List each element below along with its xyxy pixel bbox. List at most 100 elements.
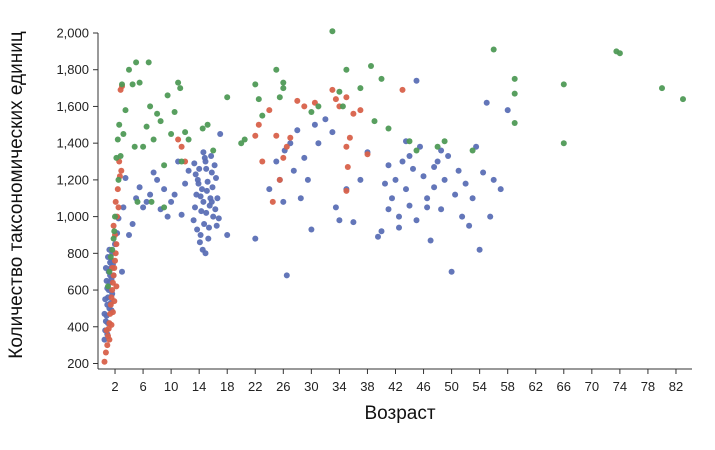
data-point bbox=[114, 136, 121, 143]
x-tick-label: 82 bbox=[669, 379, 683, 394]
points-layer bbox=[101, 28, 686, 365]
data-point bbox=[344, 164, 351, 170]
data-point bbox=[287, 134, 294, 141]
data-point bbox=[203, 187, 210, 194]
x-tick-label: 30 bbox=[304, 379, 318, 394]
data-point bbox=[212, 206, 219, 213]
data-point bbox=[469, 147, 476, 154]
data-point bbox=[119, 268, 125, 275]
data-point bbox=[255, 121, 262, 128]
data-point bbox=[315, 140, 322, 147]
data-point bbox=[198, 208, 205, 215]
data-point bbox=[336, 217, 343, 224]
data-point bbox=[136, 79, 143, 86]
data-point bbox=[273, 158, 280, 165]
data-point bbox=[178, 143, 185, 150]
data-point bbox=[469, 195, 476, 202]
data-point bbox=[276, 94, 283, 101]
x-axis-title: Возраст bbox=[364, 403, 435, 424]
data-point bbox=[168, 198, 175, 205]
data-point bbox=[445, 153, 452, 159]
data-point bbox=[102, 296, 109, 303]
data-point bbox=[311, 121, 318, 128]
data-point bbox=[106, 268, 113, 275]
data-point bbox=[452, 191, 459, 198]
data-point bbox=[252, 81, 259, 88]
data-point bbox=[406, 138, 413, 145]
data-point bbox=[202, 158, 209, 165]
data-point bbox=[129, 221, 136, 227]
data-point bbox=[396, 213, 402, 220]
data-point bbox=[406, 202, 413, 209]
data-point bbox=[343, 187, 350, 194]
data-point bbox=[213, 222, 220, 229]
data-point bbox=[378, 228, 385, 235]
data-point bbox=[101, 310, 108, 317]
data-point bbox=[315, 103, 322, 110]
data-point bbox=[196, 165, 203, 172]
data-point bbox=[197, 193, 204, 200]
data-point bbox=[434, 158, 441, 165]
data-point bbox=[329, 28, 336, 35]
data-point bbox=[178, 158, 185, 165]
data-point bbox=[191, 160, 198, 167]
data-point bbox=[208, 198, 215, 205]
data-point bbox=[343, 94, 350, 101]
data-point bbox=[182, 180, 189, 187]
data-point bbox=[252, 132, 259, 139]
data-point bbox=[375, 233, 381, 240]
data-point bbox=[283, 272, 290, 279]
data-point bbox=[224, 94, 231, 101]
data-point bbox=[195, 180, 202, 187]
data-point bbox=[119, 81, 125, 88]
data-point bbox=[266, 186, 273, 193]
data-point bbox=[511, 75, 518, 82]
x-tick-label: 58 bbox=[500, 379, 514, 394]
data-point bbox=[339, 103, 346, 110]
data-point bbox=[201, 221, 208, 227]
data-point bbox=[204, 121, 211, 128]
data-point bbox=[203, 209, 210, 216]
x-tick-label: 22 bbox=[248, 379, 262, 394]
data-point bbox=[350, 110, 357, 117]
x-tick-label: 78 bbox=[641, 379, 655, 394]
data-point bbox=[175, 79, 182, 86]
data-point bbox=[177, 85, 184, 92]
data-point bbox=[161, 162, 168, 169]
data-point bbox=[259, 158, 266, 165]
data-point bbox=[110, 235, 117, 242]
data-point bbox=[194, 226, 201, 233]
data-point bbox=[148, 198, 155, 205]
data-point bbox=[297, 195, 304, 202]
y-tick-label: 400 bbox=[67, 319, 89, 334]
data-point bbox=[206, 224, 212, 231]
data-point bbox=[490, 46, 497, 53]
data-point bbox=[462, 180, 469, 187]
data-point bbox=[490, 176, 497, 183]
data-point bbox=[389, 195, 395, 202]
data-point bbox=[110, 222, 117, 229]
data-point bbox=[140, 204, 147, 211]
data-point bbox=[280, 198, 287, 205]
data-point bbox=[197, 232, 204, 238]
data-point bbox=[480, 169, 487, 176]
y-tick-label: 1,600 bbox=[56, 99, 89, 114]
data-point bbox=[399, 86, 406, 93]
data-point bbox=[385, 125, 392, 132]
data-point bbox=[136, 184, 143, 191]
data-point bbox=[350, 219, 357, 226]
y-tick-label: 2,000 bbox=[56, 26, 89, 41]
data-point bbox=[280, 85, 287, 92]
data-point bbox=[185, 136, 192, 143]
x-tick-label: 66 bbox=[557, 379, 571, 394]
x-tick-label: 6 bbox=[139, 379, 146, 394]
data-point bbox=[145, 59, 152, 66]
data-point bbox=[385, 206, 392, 213]
data-point bbox=[203, 165, 210, 172]
data-point bbox=[431, 164, 438, 170]
x-tick-label: 26 bbox=[276, 379, 290, 394]
data-point bbox=[112, 213, 118, 220]
data-point bbox=[616, 50, 623, 57]
data-point bbox=[110, 272, 117, 279]
data-point bbox=[161, 204, 168, 211]
